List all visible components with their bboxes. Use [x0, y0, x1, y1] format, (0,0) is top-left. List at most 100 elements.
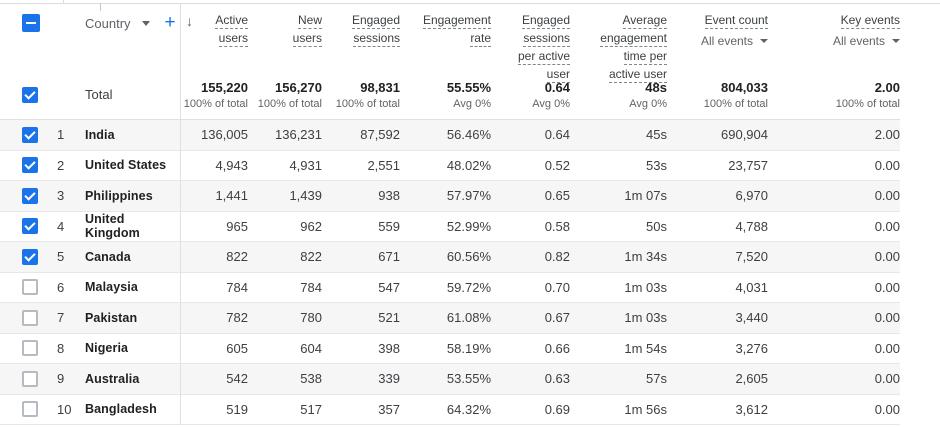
metric-value: 538 — [300, 371, 322, 387]
dimension-header: Country + — [78, 12, 180, 33]
metric-value: 965 — [226, 218, 248, 234]
column-header-label[interactable]: Engagement — [422, 13, 491, 29]
metric-value: 0.64 — [544, 127, 570, 143]
total-value: 2.00 — [874, 79, 900, 95]
row-checkbox[interactable] — [22, 187, 38, 204]
metric-value: 521 — [378, 310, 400, 326]
country-name: Canada — [85, 249, 131, 264]
row-checkbox[interactable] — [22, 248, 38, 265]
row-checkbox[interactable] — [22, 157, 38, 174]
metric-value: 0.82 — [544, 249, 570, 265]
column-header-active-users: ↓ Active users — [180, 13, 248, 50]
dimension-metrics-divider — [180, 4, 181, 425]
table-row: 7 Pakistan 782 780 521 61.08% 0.67 1m 03… — [0, 303, 900, 334]
column-header-label[interactable]: per active — [517, 49, 570, 65]
metric-value: 605 — [226, 340, 248, 356]
column-header-label[interactable]: Engaged — [351, 13, 400, 29]
column-header-label[interactable]: users — [218, 31, 248, 47]
column-header-key-events: Key events All events — [768, 14, 900, 48]
country-name: Australia — [85, 371, 140, 386]
row-checkbox[interactable] — [22, 218, 38, 235]
column-header-label[interactable]: Key events — [840, 13, 900, 29]
metric-value: 48.02% — [446, 157, 491, 173]
row-checkbox[interactable] — [22, 126, 38, 143]
metric-value: 1m 03s — [624, 279, 667, 295]
column-header-label[interactable]: users — [292, 31, 322, 47]
metric-value: 0.00 — [874, 340, 900, 356]
column-header-label[interactable]: Event count — [704, 13, 768, 29]
column-header-label[interactable]: sessions — [353, 31, 400, 47]
metric-value: 519 — [226, 401, 248, 417]
metric-value: 2.00 — [874, 127, 900, 143]
key-events-filter-dropdown[interactable]: All events — [833, 34, 900, 48]
metric-value: 1,441 — [215, 188, 248, 204]
total-subtext: Avg 0% — [629, 97, 667, 110]
metric-value: 60.56% — [446, 249, 491, 265]
country-name: Philippines — [85, 188, 153, 203]
metric-value: 0.69 — [544, 401, 570, 417]
select-all-checkbox[interactable] — [22, 14, 40, 32]
chevron-down-icon[interactable] — [141, 20, 150, 26]
total-row: Total 155,220 100% of total 156,270 100% o… — [0, 70, 900, 120]
row-index: 8 — [57, 340, 65, 356]
metric-value: 782 — [226, 310, 248, 326]
column-header-label[interactable]: time per — [623, 49, 667, 65]
column-header-label[interactable]: sessions — [523, 31, 570, 47]
row-checkbox[interactable] — [22, 401, 38, 418]
metric-value: 0.52 — [544, 157, 570, 173]
column-header-label[interactable]: Active — [215, 13, 248, 29]
add-dimension-button[interactable]: + — [164, 12, 176, 33]
metric-value: 0.58 — [544, 218, 570, 234]
row-index: 5 — [57, 249, 65, 265]
row-checkbox[interactable] — [22, 340, 38, 357]
metric-value: 1m 34s — [624, 249, 667, 265]
metric-value: 59.72% — [446, 279, 491, 295]
metric-value: 64.32% — [446, 401, 491, 417]
row-checkbox[interactable] — [22, 309, 38, 326]
row-checkbox[interactable] — [22, 370, 38, 387]
metric-value: 53s — [646, 157, 667, 173]
metric-value: 1m 56s — [624, 401, 667, 417]
table-row: 3 Philippines 1,441 1,439 938 57.97% 0.6… — [0, 181, 900, 212]
column-header-label[interactable]: New — [297, 13, 322, 29]
metric-value: 0.66 — [544, 340, 570, 356]
metric-value: 50s — [646, 218, 667, 234]
country-name: Bangladesh — [85, 402, 157, 417]
metric-value: 1,439 — [289, 188, 322, 204]
total-subtext: 100% of total — [703, 97, 768, 110]
row-index: 9 — [57, 371, 65, 387]
table-row: 6 Malaysia 784 784 547 59.72% 0.70 1m 03… — [0, 273, 900, 303]
column-header-label[interactable]: engagement — [600, 31, 667, 47]
metric-value: 0.00 — [874, 218, 900, 234]
row-index: 6 — [57, 279, 65, 295]
row-index: 2 — [57, 157, 65, 173]
country-name: Pakistan — [85, 310, 138, 325]
total-value: 55.55% — [446, 79, 491, 95]
total-subtext: Avg 0% — [532, 97, 570, 110]
metric-value: 2,605 — [735, 371, 768, 387]
column-header-label[interactable]: rate — [470, 31, 491, 47]
total-subtext: Avg 0% — [453, 97, 491, 110]
event-count-filter-dropdown[interactable]: All events — [701, 34, 768, 48]
column-header-label[interactable]: Average — [622, 13, 667, 29]
column-header-label[interactable]: Engaged — [521, 13, 570, 29]
metric-value: 339 — [378, 371, 400, 387]
table-row: 10 Bangladesh 519 517 357 64.32% 0.69 1m… — [0, 395, 900, 425]
metric-value: 0.00 — [874, 310, 900, 326]
metric-value: 690,904 — [721, 127, 768, 143]
column-header-label[interactable]: user — [546, 67, 570, 83]
column-header-label[interactable]: active user — [608, 67, 667, 83]
top-rule — [0, 3, 940, 4]
sort-descending-icon[interactable]: ↓ — [186, 13, 193, 29]
total-value: 155,220 — [201, 79, 248, 95]
total-checkbox[interactable] — [22, 86, 38, 103]
row-checkbox[interactable] — [22, 279, 38, 296]
metric-value: 822 — [300, 249, 322, 265]
metric-value: 0.65 — [544, 188, 570, 204]
dimension-selector[interactable]: Country — [85, 15, 131, 31]
total-subtext: 100% of total — [183, 97, 248, 110]
metric-value: 517 — [300, 401, 322, 417]
metric-value: 0.00 — [874, 157, 900, 173]
metric-value: 56.46% — [446, 127, 491, 143]
